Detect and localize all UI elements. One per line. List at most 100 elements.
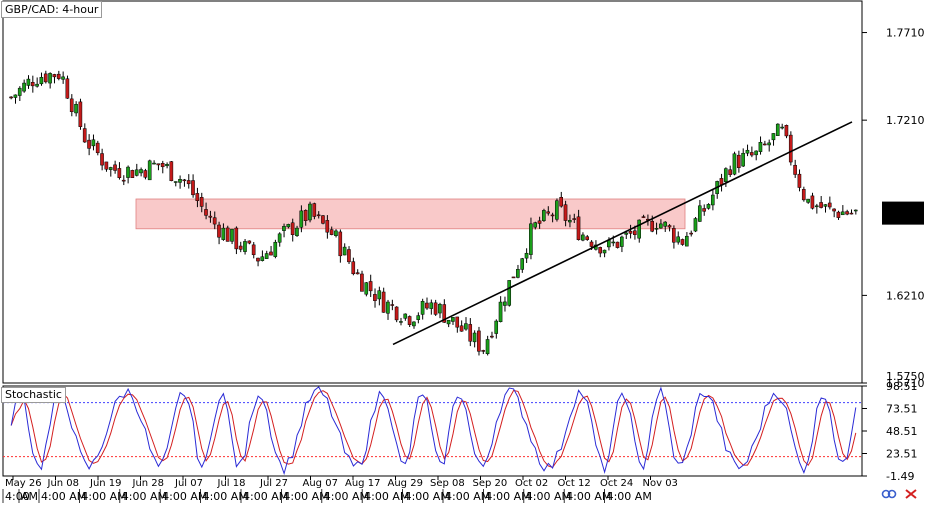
candle-body (706, 204, 711, 209)
candle-body (697, 205, 702, 222)
candle-body (399, 321, 403, 323)
close-red-icon[interactable] (903, 487, 919, 501)
candle-body (286, 224, 291, 228)
candle-body (775, 123, 780, 136)
candle-body (65, 78, 70, 99)
candle-body (351, 261, 356, 275)
candle-body (48, 73, 52, 84)
time-label: 4:00 AM (283, 490, 328, 503)
candle-body (810, 195, 815, 209)
candle-body (117, 168, 122, 178)
candle-body (360, 273, 364, 292)
candle-body (628, 230, 633, 234)
candle-body (771, 133, 776, 141)
candle-body (243, 241, 247, 252)
candle-body (178, 179, 182, 183)
candle-body (143, 170, 148, 178)
candle-body (130, 170, 135, 178)
candle-body (853, 209, 858, 212)
candle-body (654, 228, 659, 230)
candle-body (624, 232, 628, 235)
candle-body (516, 268, 520, 278)
candle-body (290, 222, 295, 235)
candle-body (633, 230, 637, 235)
candle-body (212, 217, 217, 225)
candle-body (684, 235, 689, 247)
candle-body (22, 82, 26, 92)
candle-body (650, 220, 654, 232)
candle-body (13, 94, 18, 98)
candle-body (407, 316, 412, 325)
candle-body (269, 251, 273, 256)
candle-body (524, 252, 529, 259)
candle-body (381, 291, 386, 313)
candle-body (446, 319, 451, 325)
candle-body (849, 212, 854, 215)
date-label: Jun 28 (132, 478, 165, 489)
candle-body (126, 166, 130, 178)
date-label: Nov 03 (643, 478, 678, 489)
candle-body (312, 203, 317, 217)
candle-body (156, 163, 161, 166)
candle-body (615, 241, 620, 248)
candle-body (108, 167, 113, 170)
date-label: Jun 19 (89, 478, 122, 489)
time-label: 4:00 AM (324, 490, 369, 503)
candle-body (680, 239, 685, 245)
candle-body (82, 128, 87, 143)
candle-body (455, 316, 460, 328)
price-tick-label: 1.7210 (886, 114, 925, 127)
candle-body (537, 220, 542, 224)
candle-body (26, 78, 31, 86)
candle-body (801, 189, 806, 201)
time-label: 4:00 AM (243, 490, 288, 503)
candle-body (264, 253, 269, 259)
candle-body (303, 210, 308, 221)
date-label: Aug 29 (388, 478, 423, 489)
status-icons (881, 487, 919, 501)
candle-body (221, 227, 226, 240)
candle-body (758, 141, 763, 152)
candle-body (533, 222, 538, 228)
candle-body (433, 302, 438, 315)
candle-body (217, 224, 221, 238)
candle-body (173, 181, 178, 183)
candle-body (693, 218, 698, 232)
candle-body (52, 74, 57, 78)
candle-body (160, 163, 165, 168)
candle-body (620, 236, 624, 247)
candle-body (511, 276, 516, 279)
time-label: 4:00 AM (81, 490, 126, 503)
time-label: 4:00 AM (607, 490, 652, 503)
candle-body (134, 169, 139, 176)
candle-body (451, 317, 455, 322)
sync-icon[interactable] (881, 487, 897, 501)
date-label: Aug 17 (345, 478, 380, 489)
candle-body (299, 210, 304, 228)
candle-body (247, 240, 252, 244)
candle-body (91, 139, 96, 147)
candle-body (230, 228, 234, 242)
price-tick-label-overlap: 1.5750 (886, 370, 925, 383)
candle-body (658, 223, 663, 229)
candle-body (35, 83, 39, 87)
candle-body (555, 200, 559, 220)
candle-body (238, 245, 243, 250)
time-label: 4:00 AM (566, 490, 611, 503)
candle-body (39, 77, 44, 85)
resistance-zone (135, 198, 686, 230)
candle-body (390, 304, 395, 306)
candle-body (316, 214, 321, 217)
time-label: 4:00 AM (526, 490, 571, 503)
candle-body (87, 139, 91, 149)
candle-body (377, 290, 382, 300)
candle-body (464, 323, 468, 330)
price-tick-label: 1.6210 (886, 289, 925, 302)
candle-body (61, 76, 65, 80)
stoch-tick-label: 23.51 (886, 448, 918, 461)
candle-body (520, 258, 525, 270)
candle-body (827, 202, 832, 208)
candle-body (503, 301, 507, 306)
date-label: Jul 27 (259, 478, 288, 489)
